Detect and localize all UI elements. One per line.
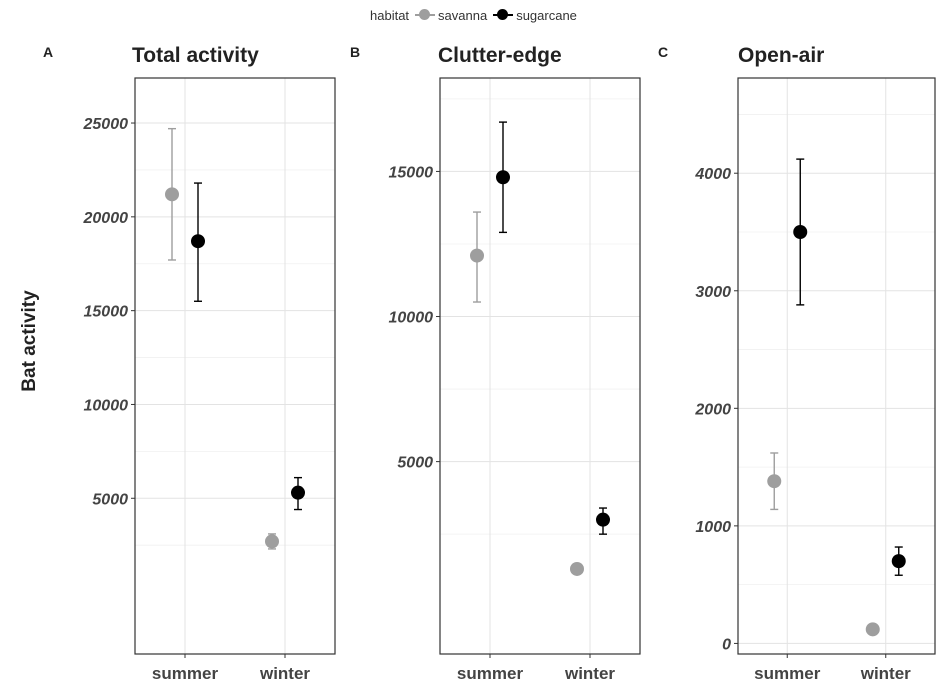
- legend-title: habitat: [370, 7, 410, 23]
- data-point: [291, 485, 305, 500]
- y-tick-label: 25000: [83, 116, 129, 133]
- legend-item-sugarcane: sugarcane: [493, 8, 577, 23]
- y-tick-label: 4000: [694, 166, 731, 183]
- x-tick-label: summer: [457, 664, 524, 683]
- y-tick-label: 5000: [397, 455, 433, 472]
- data-point: [767, 474, 782, 489]
- data-point: [793, 224, 808, 239]
- data-point: [596, 512, 610, 527]
- data-point: [496, 170, 510, 185]
- x-tick-label: winter: [860, 664, 911, 683]
- data-point: [891, 554, 906, 569]
- data-point: [165, 187, 179, 202]
- panel-border: [439, 77, 641, 655]
- data-point: [865, 622, 880, 637]
- legend-label-sugarcane: sugarcane: [516, 7, 577, 23]
- panel-title-b: Clutter-edge: [438, 44, 562, 67]
- y-tick-label: 10000: [389, 310, 434, 327]
- legend: habitat savanna sugarcane: [370, 5, 583, 25]
- x-tick-label: winter: [564, 664, 615, 683]
- panel-label-c: C: [658, 44, 669, 60]
- panel-title-c: Open-air: [738, 44, 825, 67]
- y-tick-label: 3000: [695, 284, 731, 301]
- y-tick-label: 0: [722, 636, 731, 653]
- panel-title-a: Total activity: [132, 44, 259, 67]
- y-tick-label: 5000: [92, 491, 128, 508]
- data-point: [470, 248, 484, 263]
- legend-key-savanna: [415, 8, 436, 22]
- panel-label-a: A: [43, 44, 54, 60]
- panel-border: [737, 77, 936, 655]
- y-tick-label: 20000: [83, 210, 129, 227]
- panel-label-b: B: [350, 44, 361, 60]
- y-tick-label: 15000: [84, 304, 129, 321]
- data-point: [191, 234, 205, 249]
- panel-border: [134, 77, 336, 655]
- x-tick-label: winter: [259, 664, 310, 683]
- data-point: [570, 561, 584, 576]
- y-tick-label: 10000: [84, 397, 129, 414]
- legend-label-savanna: savanna: [438, 7, 488, 23]
- y-tick-label: 15000: [389, 164, 434, 181]
- x-tick-label: summer: [754, 664, 821, 683]
- y-tick-label: 1000: [695, 519, 731, 536]
- legend-item-savanna: savanna: [415, 8, 487, 23]
- y-tick-label: 2000: [694, 401, 731, 418]
- x-tick-label: summer: [152, 664, 219, 683]
- data-point: [265, 534, 279, 549]
- legend-key-sugarcane: [493, 8, 514, 22]
